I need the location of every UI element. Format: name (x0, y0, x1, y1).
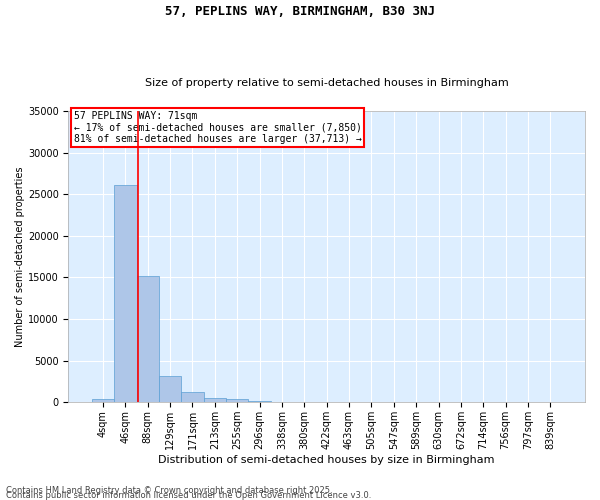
Bar (114, 185, 137, 402)
Text: Contains HM Land Registry data © Crown copyright and database right 2025.: Contains HM Land Registry data © Crown c… (6, 486, 332, 495)
Title: Size of property relative to semi-detached houses in Birmingham: Size of property relative to semi-detach… (145, 78, 509, 88)
Bar (137, 276, 159, 402)
X-axis label: Distribution of semi-detached houses by size in Birmingham: Distribution of semi-detached houses by … (158, 455, 495, 465)
Text: Contains public sector information licensed under the Open Government Licence v3: Contains public sector information licen… (6, 491, 371, 500)
Bar (159, 376, 181, 402)
Bar (181, 392, 203, 402)
Bar (92, 399, 114, 402)
Text: 57 PEPLINS WAY: 71sqm
← 17% of semi-detached houses are smaller (7,850)
81% of s: 57 PEPLINS WAY: 71sqm ← 17% of semi-deta… (74, 111, 361, 144)
Bar (203, 398, 226, 402)
Bar (226, 400, 248, 402)
Text: 57, PEPLINS WAY, BIRMINGHAM, B30 3NJ: 57, PEPLINS WAY, BIRMINGHAM, B30 3NJ (165, 5, 435, 18)
Y-axis label: Number of semi-detached properties: Number of semi-detached properties (15, 166, 25, 347)
